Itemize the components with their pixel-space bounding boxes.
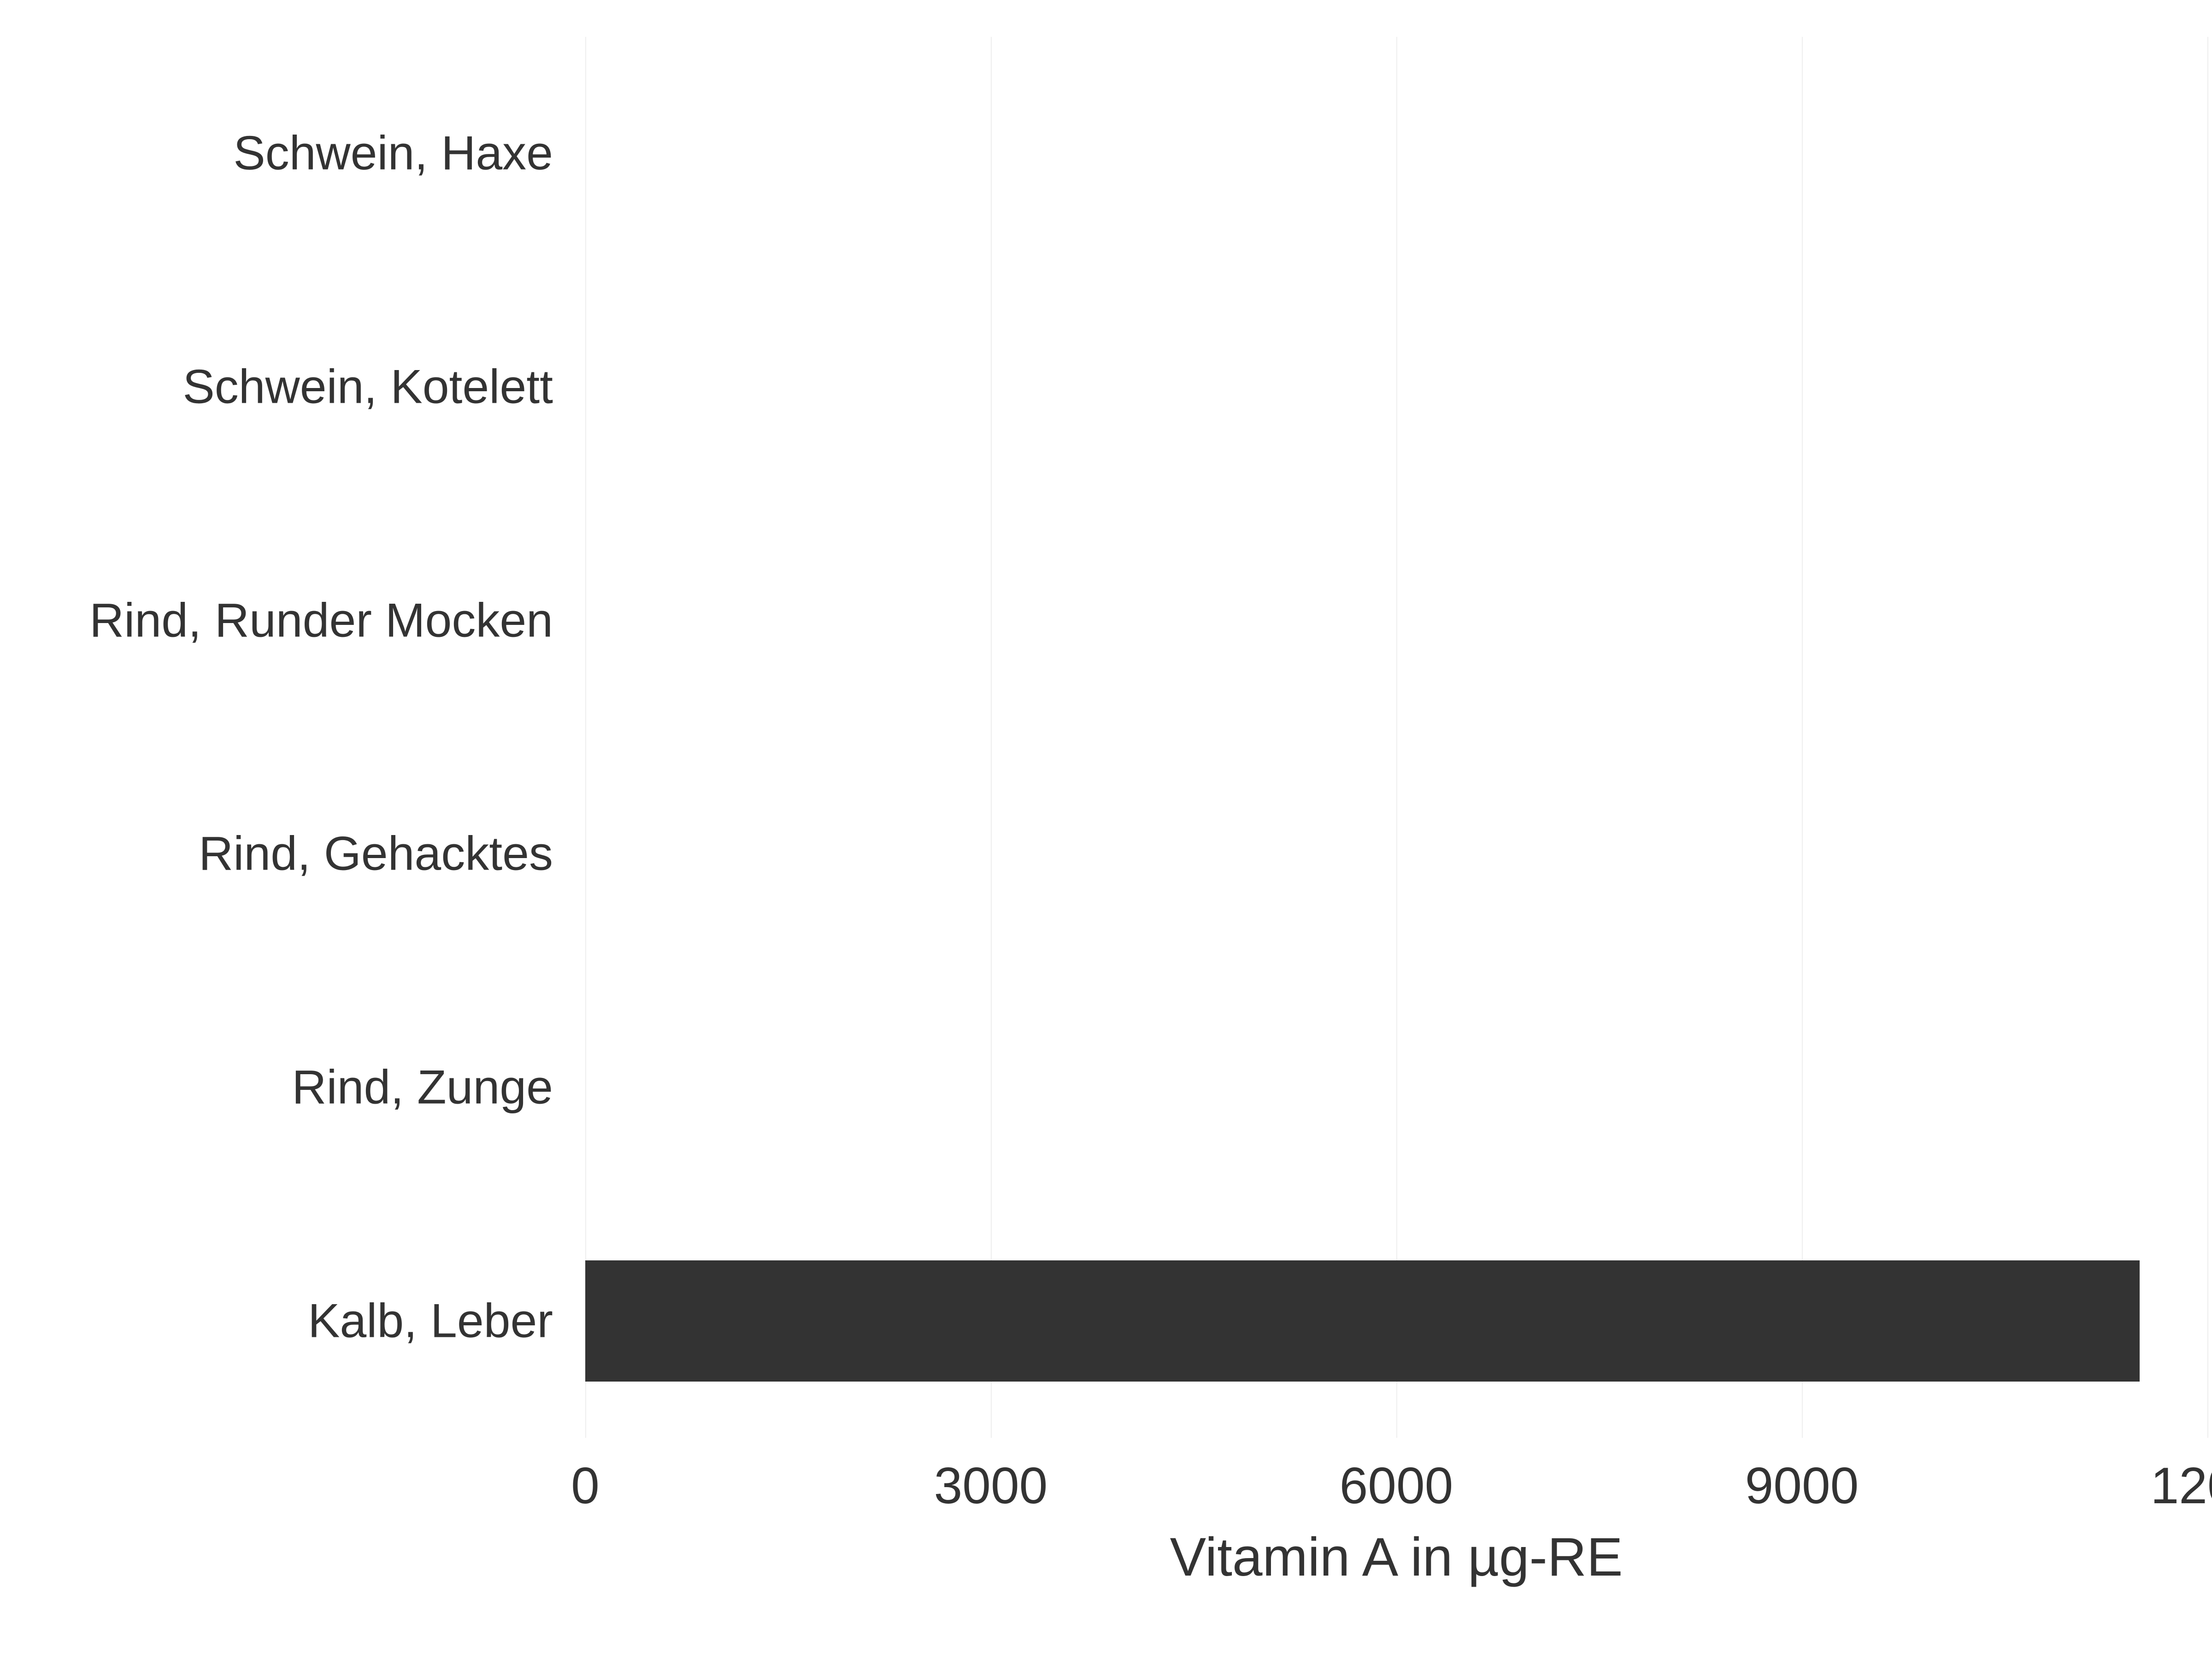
x-gridline [1802,37,1803,1438]
y-tick-label: Rind, Runder Mocken [89,593,553,648]
y-tick-label: Rind, Gehacktes [199,827,553,882]
y-tick-label: Kalb, Leber [308,1294,553,1348]
x-tick-label: 1200 [2151,1456,2212,1515]
x-tick-label: 6000 [1340,1456,1453,1515]
x-axis-title: Vitamin A in µg-RE [1170,1525,1623,1588]
x-gridline [2207,37,2208,1438]
x-tick-label: 0 [571,1456,600,1515]
plot-area [585,37,2207,1438]
vitamin-a-bar-chart: Schwein, Haxe Schwein, Kotelett Rind, Rund… [0,0,2212,1659]
x-tick-label: 9000 [1745,1456,1859,1515]
y-tick-label: Rind, Zunge [292,1060,553,1115]
x-gridline [585,37,586,1438]
y-tick-label: Schwein, Kotelett [182,360,553,415]
x-gridline [1396,37,1397,1438]
x-tick-label: 3000 [934,1456,1048,1515]
x-gridline [991,37,992,1438]
y-tick-label: Schwein, Haxe [233,126,553,181]
bar [585,1260,2140,1382]
